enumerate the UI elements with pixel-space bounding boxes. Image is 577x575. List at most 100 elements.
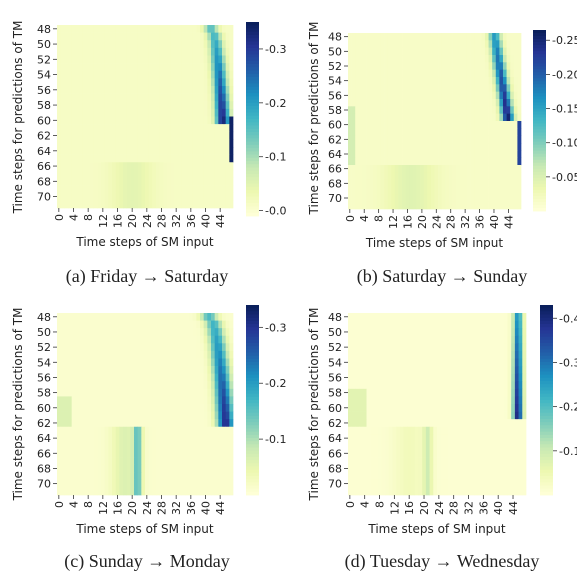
heatmap-cell [370,411,375,420]
heatmap-cell [156,124,161,133]
heatmap-cell [167,350,172,359]
heatmap-cell [481,449,486,458]
heatmap-cell [407,426,412,435]
heatmap-cell [196,63,201,72]
heatmap-cell [189,40,194,49]
heatmap-cell [385,479,390,488]
heatmap-cell [358,113,363,122]
heatmap-cell [392,487,397,496]
y-tick-label: 54 [37,69,51,82]
heatmap-cell [392,434,397,443]
heatmap-cell [200,177,205,186]
heatmap-cell [57,185,62,194]
heatmap-cell [370,449,375,458]
heatmap-cell [218,404,223,412]
heatmap-cell [441,179,446,188]
heatmap-cell [115,40,120,49]
heatmap-cell [448,472,453,481]
heatmap-cell [185,366,190,375]
heatmap-cell [451,366,456,375]
heatmap-cell [511,434,516,443]
heatmap-cell [452,179,457,188]
heatmap-cell [370,328,375,337]
heatmap-cell [145,320,150,329]
heatmap-cell [451,396,456,405]
heatmap-cell [366,106,370,115]
heatmap-cell [373,320,379,329]
heatmap-cell [218,131,223,140]
heatmap-cell [181,472,186,481]
heatmap-cell [440,388,445,397]
heatmap-cell [148,192,153,201]
heatmap-cell [229,320,234,329]
heatmap-cell [200,40,205,49]
heatmap-cell [385,343,390,352]
heatmap-cell [163,192,168,201]
heatmap-cell [463,179,468,188]
heatmap-cell [351,381,356,390]
heatmap-cell [60,479,65,488]
heatmap-cell [409,113,414,122]
heatmap-cell [366,99,370,107]
heatmap-cell [225,434,230,443]
heatmap-cell [93,63,98,72]
heatmap-cell [348,91,352,100]
heatmap-cell [444,449,449,458]
heatmap-cell [403,388,408,397]
heatmap-cell [189,358,194,367]
heatmap-cell [441,106,446,115]
heatmap-cell [373,464,379,473]
heatmap-cell [348,350,353,359]
heatmap-cell [492,179,497,188]
heatmap-cell [68,313,73,321]
heatmap-cell [376,172,381,181]
heatmap-cell [86,396,91,405]
heatmap-cell [477,40,482,49]
heatmap-cell [380,179,385,188]
heatmap-cell [211,47,216,56]
heatmap-cell [484,121,489,129]
heatmap-cell [203,441,208,450]
heatmap-cell [423,179,428,188]
heatmap-cell [75,93,80,102]
heatmap-cell [463,143,468,151]
heatmap-cell [214,177,219,186]
heatmap-cell [93,177,98,186]
heatmap-cell [156,381,161,390]
heatmap-cell [384,91,388,100]
heatmap-cell [359,479,364,488]
heatmap-cell [359,328,364,337]
heatmap-cell [362,172,367,181]
heatmap-cell [101,426,106,435]
heatmap-cell [495,47,500,56]
heatmap-cell [207,147,212,155]
heatmap-cell [218,177,223,186]
heatmap-cell [392,479,397,488]
heatmap-cell [470,426,475,435]
heatmap-cell [437,320,442,329]
heatmap-cell [466,172,471,181]
heatmap-cell [104,381,109,390]
heatmap-cell [463,172,468,181]
heatmap-cell [189,335,194,344]
heatmap-cell [359,343,364,352]
heatmap-cell [518,358,523,367]
heatmap-cell [163,162,168,171]
heatmap-cell [355,55,360,63]
heatmap-cell [200,464,205,473]
heatmap-cell [355,84,360,93]
heatmap-cell [388,464,393,473]
heatmap-cell [71,328,76,337]
heatmap-cell [411,320,416,329]
heatmap-cell [470,328,475,337]
heatmap-cell [178,124,183,133]
colorbar-segment [246,131,259,136]
heatmap-cell [200,457,205,466]
heatmap-cell [64,479,69,488]
heatmap-cell [387,47,392,56]
heatmap-cell [141,426,146,435]
heatmap-cell [485,343,490,352]
heatmap-cell [387,121,392,129]
colorbar-segment [533,111,546,115]
colorbar-segment [533,156,546,161]
